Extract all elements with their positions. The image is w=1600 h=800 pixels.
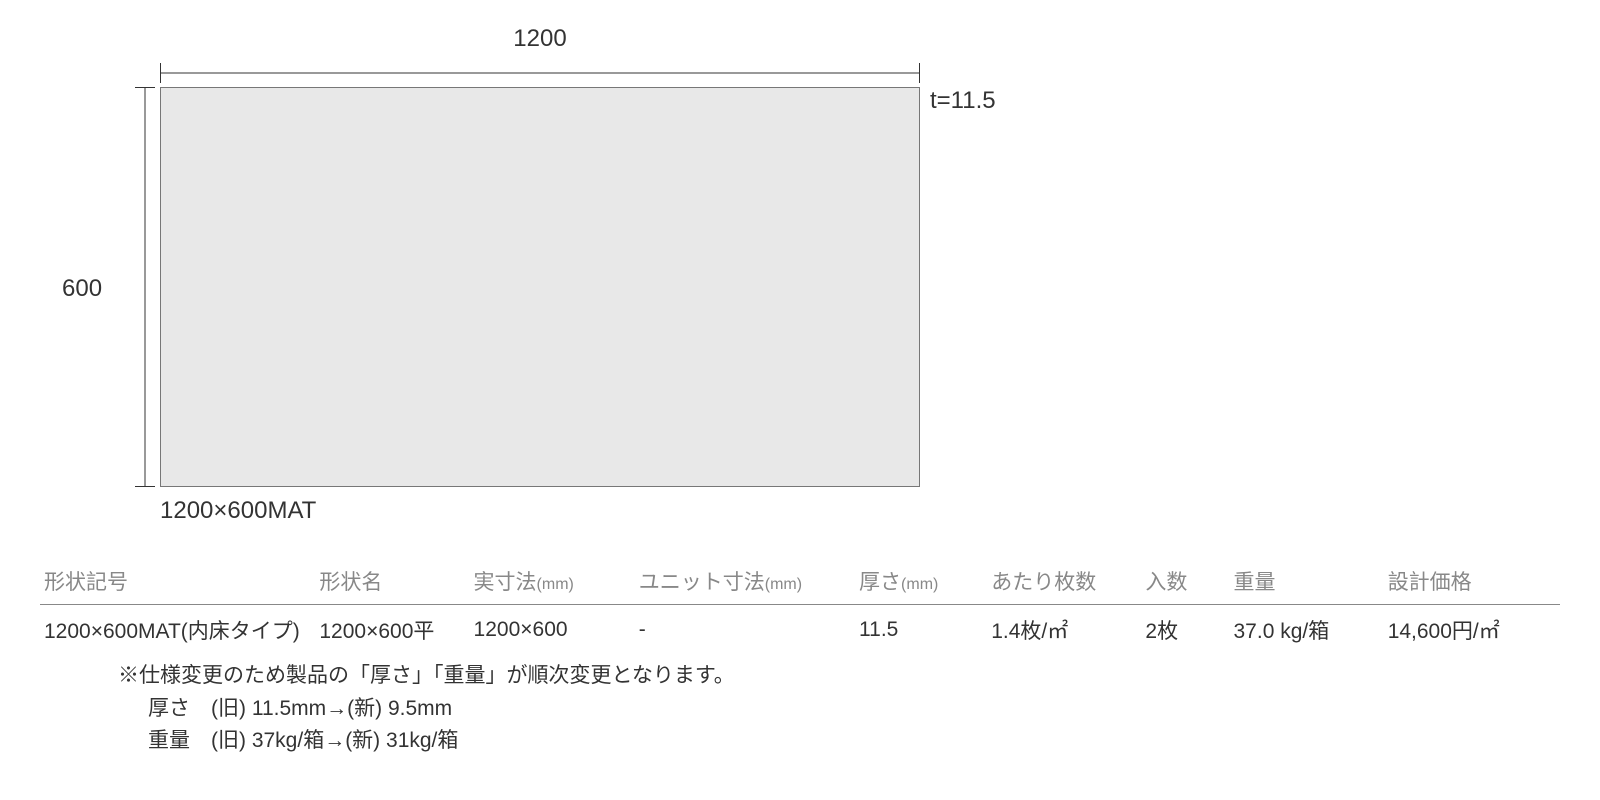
product-name-label: 1200×600MAT: [160, 497, 316, 525]
note-line-1: ※仕様変更のため製品の「厚さ」「重量」が順次変更となります。: [118, 660, 735, 693]
cell-qty: 2枚: [1141, 605, 1229, 654]
col-thickness: 厚さ(mm): [855, 560, 987, 605]
cell-shape-name: 1200×600平: [315, 605, 469, 654]
dimension-left-line: [135, 87, 155, 487]
cell-sheets-per: 1.4枚/㎡: [987, 605, 1141, 654]
cell-price: 14,600円/㎡: [1384, 605, 1560, 654]
product-panel: [160, 87, 920, 487]
dimension-left: 600: [80, 87, 158, 487]
col-qty: 入数: [1141, 560, 1229, 605]
col-sheets-per: あたり枚数: [987, 560, 1141, 605]
cell-thickness: 11.5: [855, 605, 987, 654]
col-shape-code: 形状記号: [40, 560, 315, 605]
dimension-width-label: 1200: [160, 25, 920, 53]
dimension-top-line: [160, 63, 920, 83]
dimension-height-label: 600: [62, 275, 102, 303]
diagram-area: 1200 600 t=11.5 1200×600MAT: [80, 25, 980, 515]
note-line-3: 重量 (旧) 37kg/箱→(新) 31kg/箱: [118, 725, 735, 758]
cell-weight: 37.0 kg/箱: [1230, 605, 1384, 654]
col-actual-size: 実寸法(mm): [470, 560, 635, 605]
dimension-top: 1200: [160, 25, 920, 85]
cell-actual-size: 1200×600: [470, 605, 635, 654]
spec-table-element: 形状記号 形状名 実寸法(mm) ユニット寸法(mm) 厚さ(mm) あたり枚数…: [40, 560, 1560, 653]
col-price: 設計価格: [1384, 560, 1560, 605]
note-line-2: 厚さ (旧) 11.5mm→(新) 9.5mm: [118, 693, 735, 726]
table-row: 1200×600MAT(内床タイプ) 1200×600平 1200×600 - …: [40, 605, 1560, 654]
table-header-row: 形状記号 形状名 実寸法(mm) ユニット寸法(mm) 厚さ(mm) あたり枚数…: [40, 560, 1560, 605]
thickness-label: t=11.5: [930, 87, 996, 115]
cell-unit-size: -: [635, 605, 855, 654]
spec-change-notes: ※仕様変更のため製品の「厚さ」「重量」が順次変更となります。 厚さ (旧) 11…: [118, 660, 735, 758]
col-shape-name: 形状名: [315, 560, 469, 605]
spec-table: 形状記号 形状名 実寸法(mm) ユニット寸法(mm) 厚さ(mm) あたり枚数…: [40, 560, 1560, 653]
cell-shape-code: 1200×600MAT(内床タイプ): [40, 605, 315, 654]
col-unit-size: ユニット寸法(mm): [635, 560, 855, 605]
col-weight: 重量: [1230, 560, 1384, 605]
